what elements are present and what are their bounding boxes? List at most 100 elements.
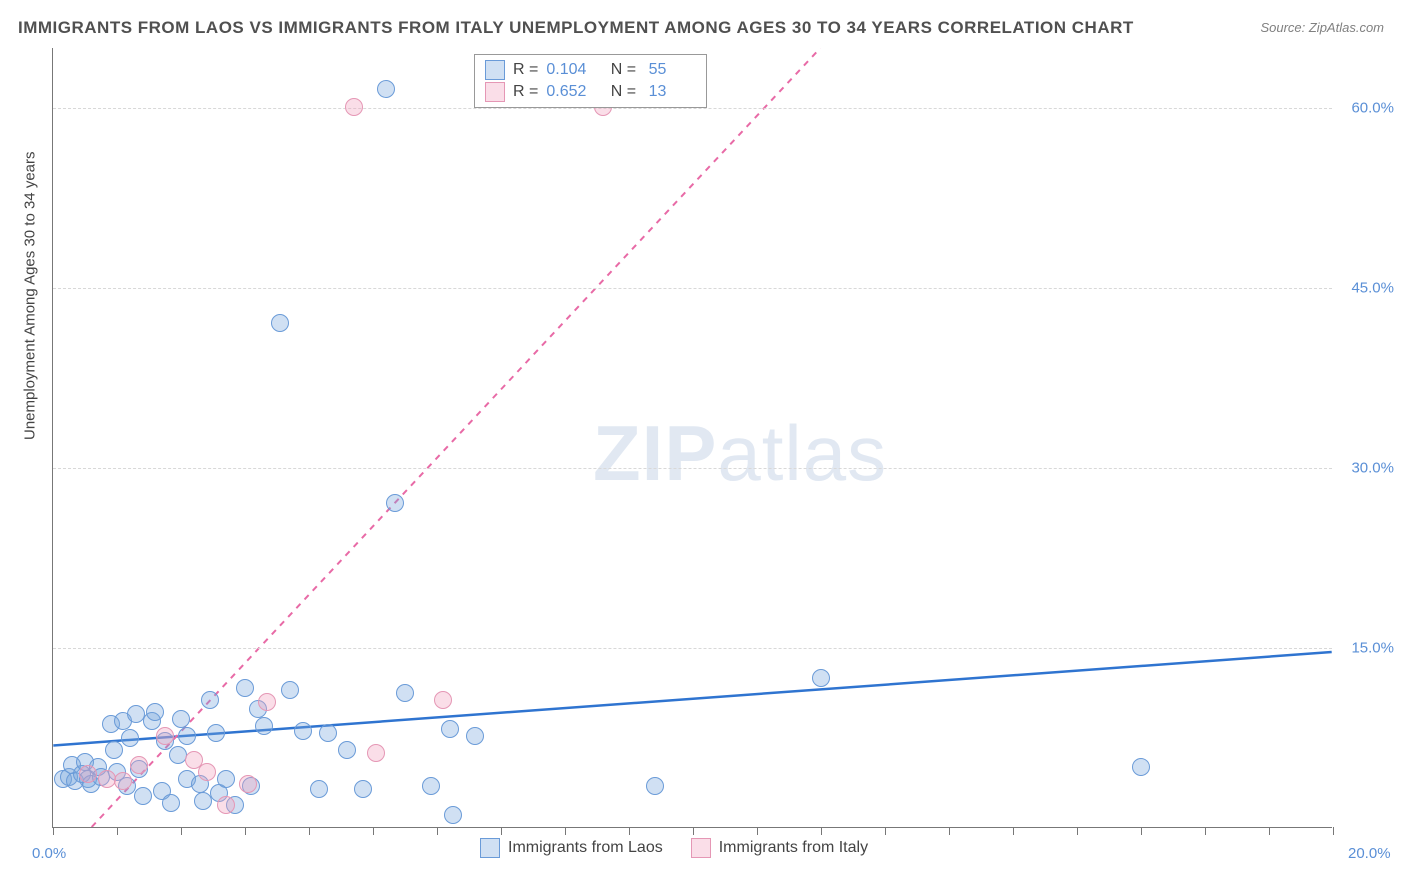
data-point-italy — [345, 98, 363, 116]
y-tick-label: 60.0% — [1338, 100, 1394, 117]
data-point-laos — [319, 724, 337, 742]
stats-row-laos: R = 0.104 N = 55 — [485, 59, 696, 81]
x-tick — [245, 827, 246, 835]
trend-line-laos — [53, 652, 1331, 745]
data-point-laos — [201, 691, 219, 709]
legend-item-laos: Immigrants from Laos — [480, 838, 663, 858]
stats-r-label: R = — [513, 61, 538, 79]
data-point-laos — [236, 679, 254, 697]
x-tick — [181, 827, 182, 835]
stats-legend-box: R = 0.104 N = 55 R = 0.652 N = 13 — [474, 54, 707, 108]
data-point-laos — [271, 314, 289, 332]
stats-n-label: N = — [606, 83, 636, 101]
x-tick — [437, 827, 438, 835]
y-tick-label: 45.0% — [1338, 280, 1394, 297]
data-point-laos — [207, 724, 225, 742]
x-tick — [1013, 827, 1014, 835]
data-point-italy — [367, 744, 385, 762]
x-tick — [1269, 827, 1270, 835]
data-point-laos — [281, 681, 299, 699]
x-axis-max-label: 20.0% — [1348, 845, 1391, 862]
x-tick — [309, 827, 310, 835]
legend-swatch-laos — [480, 838, 500, 858]
data-point-italy — [114, 772, 132, 790]
data-point-laos — [396, 684, 414, 702]
watermark-part-a: ZIP — [593, 409, 717, 497]
legend-label-italy: Immigrants from Italy — [719, 839, 868, 857]
y-axis-title: Unemployment Among Ages 30 to 34 years — [22, 151, 39, 440]
data-point-laos — [386, 494, 404, 512]
legend-item-italy: Immigrants from Italy — [691, 838, 868, 858]
x-tick — [1141, 827, 1142, 835]
data-point-laos — [1132, 758, 1150, 776]
source-attribution: Source: ZipAtlas.com — [1260, 20, 1384, 35]
gridline — [53, 288, 1332, 289]
x-tick — [1333, 827, 1334, 835]
stats-n-label: N = — [606, 61, 636, 79]
data-point-laos — [146, 703, 164, 721]
x-tick — [117, 827, 118, 835]
data-point-laos — [422, 777, 440, 795]
data-point-italy — [130, 756, 148, 774]
legend-swatch-italy — [485, 82, 505, 102]
watermark-part-b: atlas — [717, 409, 887, 497]
gridline — [53, 648, 1332, 649]
data-point-italy — [239, 775, 257, 793]
trend-lines-layer — [53, 48, 1332, 827]
data-point-laos — [178, 727, 196, 745]
data-point-laos — [444, 806, 462, 824]
data-point-laos — [377, 80, 395, 98]
data-point-laos — [255, 717, 273, 735]
data-point-laos — [217, 770, 235, 788]
data-point-laos — [105, 741, 123, 759]
x-axis-min-label: 0.0% — [32, 845, 66, 862]
x-tick — [565, 827, 566, 835]
data-point-laos — [354, 780, 372, 798]
chart-title: IMMIGRANTS FROM LAOS VS IMMIGRANTS FROM … — [18, 18, 1134, 38]
x-tick — [885, 827, 886, 835]
stats-r-value-laos: 0.104 — [546, 61, 598, 79]
y-tick-label: 30.0% — [1338, 460, 1394, 477]
data-point-laos — [441, 720, 459, 738]
series-legend: Immigrants from Laos Immigrants from Ital… — [480, 838, 868, 858]
data-point-laos — [812, 669, 830, 687]
stats-row-italy: R = 0.652 N = 13 — [485, 81, 696, 103]
data-point-italy — [79, 765, 97, 783]
x-tick — [1205, 827, 1206, 835]
data-point-italy — [258, 693, 276, 711]
legend-swatch-italy — [691, 838, 711, 858]
gridline — [53, 108, 1332, 109]
x-tick — [501, 827, 502, 835]
data-point-italy — [434, 691, 452, 709]
watermark: ZIPatlas — [593, 408, 887, 499]
x-tick — [629, 827, 630, 835]
data-point-laos — [310, 780, 328, 798]
x-tick — [373, 827, 374, 835]
y-tick-label: 15.0% — [1338, 640, 1394, 657]
x-tick — [53, 827, 54, 835]
trend-line-italy — [92, 48, 821, 827]
legend-label-laos: Immigrants from Laos — [508, 839, 663, 857]
x-tick — [949, 827, 950, 835]
stats-r-value-italy: 0.652 — [546, 83, 598, 101]
stats-n-value-laos: 55 — [644, 61, 696, 79]
data-point-laos — [172, 710, 190, 728]
x-tick — [693, 827, 694, 835]
data-point-italy — [198, 763, 216, 781]
data-point-italy — [217, 796, 235, 814]
data-point-laos — [466, 727, 484, 745]
legend-swatch-laos — [485, 60, 505, 80]
data-point-italy — [156, 727, 174, 745]
x-tick — [757, 827, 758, 835]
data-point-laos — [121, 729, 139, 747]
data-point-laos — [294, 722, 312, 740]
stats-n-value-italy: 13 — [644, 83, 696, 101]
scatter-plot-area: ZIPatlas 15.0%30.0%45.0%60.0% — [52, 48, 1332, 828]
data-point-laos — [134, 787, 152, 805]
stats-r-label: R = — [513, 83, 538, 101]
gridline — [53, 468, 1332, 469]
x-tick — [821, 827, 822, 835]
data-point-laos — [162, 794, 180, 812]
x-tick — [1077, 827, 1078, 835]
data-point-laos — [338, 741, 356, 759]
